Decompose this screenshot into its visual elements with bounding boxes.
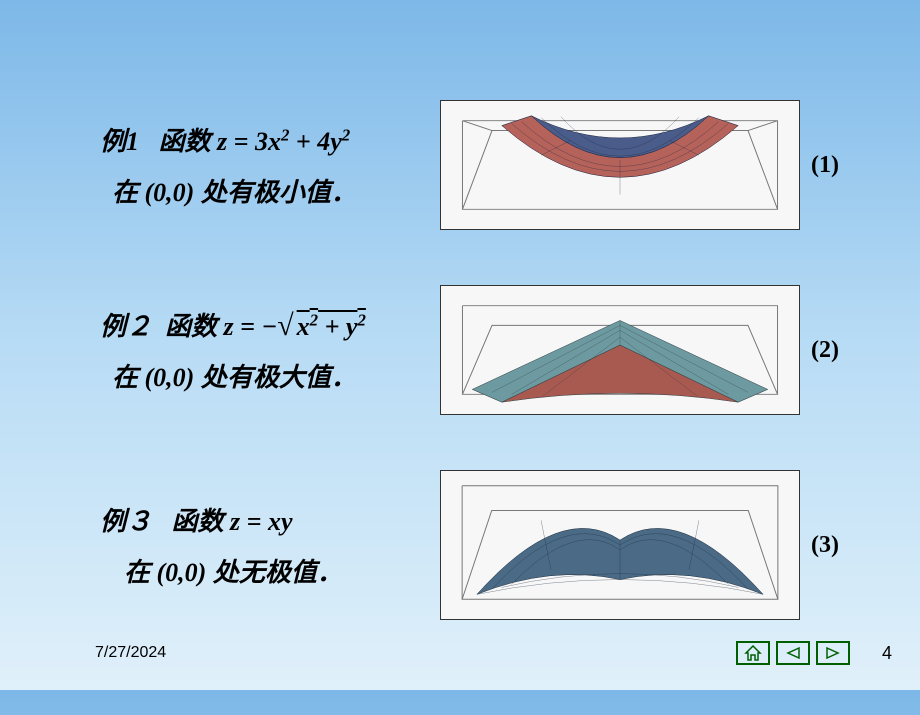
graph-2: (2) [440, 285, 800, 415]
example-3-line2: 在 (0,0) 处无极值． [100, 552, 430, 589]
example-2-text: 例２ 函数 z = −x2 + y2 在 (0,0) 处有极大值． [100, 306, 430, 394]
example-3-formula: z = xy [230, 507, 292, 536]
graph-3-label: (3) [811, 532, 841, 558]
graph-1-label: (1) [811, 152, 841, 178]
example-2-func-prefix: 函数 [165, 312, 217, 341]
example-2-label: 例２ [100, 312, 152, 341]
example-2: 例２ 函数 z = −x2 + y2 在 (0,0) 处有极大值． [100, 285, 830, 415]
next-icon [825, 646, 841, 660]
example-1-label: 例1 [100, 127, 139, 156]
example-3-text: 例３ 函数 z = xy 在 (0,0) 处无极值． [100, 501, 430, 589]
graph-3: (3) [440, 470, 800, 620]
graph-1: (1) [440, 100, 800, 230]
example-2-line1: 例２ 函数 z = −x2 + y2 [100, 306, 430, 343]
example-1-line1: 例1 函数 z = 3x2 + 4y2 [100, 121, 430, 158]
example-3-line1: 例３ 函数 z = xy [100, 501, 430, 538]
nav-buttons [736, 641, 850, 665]
next-button[interactable] [816, 641, 850, 665]
prev-button[interactable] [776, 641, 810, 665]
example-2-line2: 在 (0,0) 处有极大值． [100, 357, 430, 394]
graph-2-label: (2) [811, 337, 841, 363]
footer-date: 7/27/2024 [95, 644, 166, 662]
prev-icon [785, 646, 801, 660]
example-1-text: 例1 函数 z = 3x2 + 4y2 在 (0,0) 处有极小值． [100, 121, 430, 209]
slide-content: 例1 函数 z = 3x2 + 4y2 在 (0,0) 处有极小值． [0, 0, 920, 715]
example-3-label: 例３ [100, 507, 152, 536]
example-2-formula: z = −x2 + y2 [224, 312, 366, 341]
home-button[interactable] [736, 641, 770, 665]
surface-1 [441, 101, 799, 229]
page-number: 4 [882, 643, 892, 664]
footer: 7/27/2024 4 [0, 638, 920, 668]
example-1-line2: 在 (0,0) 处有极小值． [100, 172, 430, 209]
surface-3 [441, 471, 799, 619]
example-1-formula: z = 3x2 + 4y2 [217, 127, 350, 156]
example-3: 例３ 函数 z = xy 在 (0,0) 处无极值． [100, 470, 830, 620]
example-1: 例1 函数 z = 3x2 + 4y2 在 (0,0) 处有极小值． [100, 100, 830, 230]
example-3-func-prefix: 函数 [172, 507, 224, 536]
home-icon [744, 645, 762, 661]
example-1-func-prefix: 函数 [159, 127, 211, 156]
surface-2 [441, 286, 799, 414]
